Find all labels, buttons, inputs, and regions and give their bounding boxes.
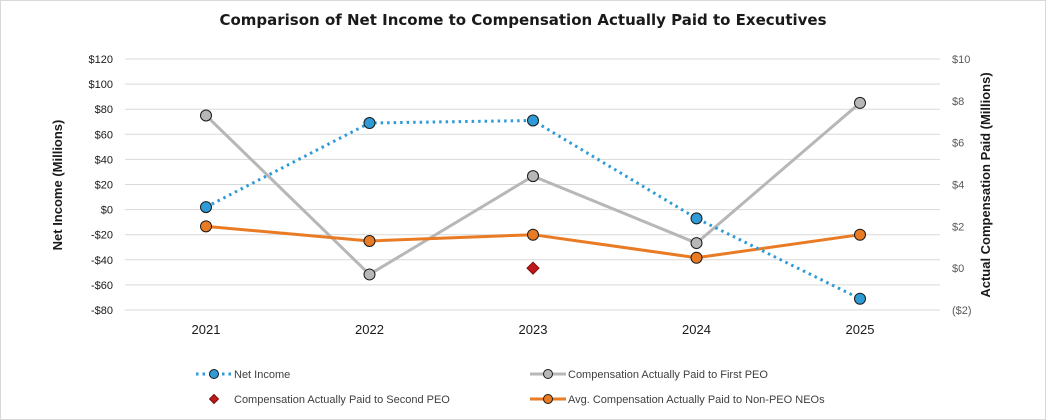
data-point <box>854 228 866 241</box>
x-tick-label: 2022 <box>355 322 384 337</box>
left-tick-label: $80 <box>95 104 113 116</box>
right-axis-ticks: $10 $8 $6 $4 $2 $0 ($2) <box>952 54 972 317</box>
series-layer <box>200 96 866 305</box>
right-tick-label: $10 <box>952 54 970 66</box>
data-point <box>527 170 539 183</box>
left-tick-label: $120 <box>89 54 113 66</box>
data-point <box>527 228 539 241</box>
left-tick-label: -$80 <box>91 305 113 317</box>
series-avg-compensation-actually-paid-to-non-peo-neos <box>200 220 866 264</box>
legend-label: Compensation Actually Paid to First PEO <box>568 369 768 381</box>
legend-marker <box>543 369 553 379</box>
data-point <box>363 234 376 247</box>
legend-item-compensation-actually-paid-to-first-peo: Compensation Actually Paid to First PEO <box>530 369 768 381</box>
data-point <box>690 212 703 225</box>
x-tick-label: 2025 <box>846 322 875 337</box>
right-tick-label: $0 <box>952 263 964 275</box>
chart-title: Comparison of Net Income to Compensation… <box>219 11 826 29</box>
data-point <box>690 237 703 250</box>
data-point <box>363 268 376 281</box>
left-axis-label: Net Income (Millions) <box>50 120 65 251</box>
right-axis-label: Actual Compensation Paid (Millions) <box>978 72 993 297</box>
left-tick-label: $100 <box>89 79 113 91</box>
legend-item-net-income: Net Income <box>196 369 290 381</box>
data-point <box>854 96 866 109</box>
series-compensation-actually-paid-to-first-peo <box>200 96 866 281</box>
legend-item-avg-compensation-actually-paid-to-non-peo-neos: Avg. Compensation Actually Paid to Non-P… <box>530 394 825 406</box>
data-point <box>200 201 212 214</box>
left-tick-label: -$60 <box>91 280 113 292</box>
right-tick-label: $6 <box>952 138 964 150</box>
data-point <box>200 109 212 122</box>
left-tick-label: -$40 <box>91 255 113 267</box>
left-tick-label: $60 <box>95 129 113 141</box>
x-tick-label: 2021 <box>192 322 221 337</box>
legend: Net Income Compensation Actually Paid to … <box>196 369 825 406</box>
x-tick-label: 2023 <box>519 322 548 337</box>
x-axis-ticks: 2021 2022 2023 2024 2025 <box>192 322 875 337</box>
data-point <box>690 251 703 264</box>
legend-label: Compensation Actually Paid to Second PEO <box>234 394 450 406</box>
legend-label: Net Income <box>234 369 290 381</box>
right-tick-label: ($2) <box>952 305 972 317</box>
legend-marker-diamond <box>208 393 220 405</box>
left-tick-label: $20 <box>95 180 113 192</box>
gridlines <box>125 58 940 311</box>
legend-marker <box>543 394 553 404</box>
left-tick-label: $40 <box>95 154 113 166</box>
series-net-income <box>200 114 866 305</box>
right-tick-label: $4 <box>952 180 964 192</box>
right-tick-label: $2 <box>952 221 964 233</box>
legend-item-compensation-actually-paid-to-second-peo: Compensation Actually Paid to Second PEO <box>208 393 450 406</box>
data-point <box>200 220 212 233</box>
left-tick-label: -$20 <box>91 230 113 242</box>
series-line <box>205 118 861 301</box>
left-axis-ticks: $120 $100 $80 $60 $40 $20 $0 -$20 -$40 -$60 -$80 <box>89 54 113 317</box>
legend-label: Avg. Compensation Actually Paid to Non-P… <box>568 394 825 406</box>
left-tick-label: $0 <box>101 205 113 217</box>
series-compensation-actually-paid-to-second-peo <box>526 261 540 275</box>
legend-marker <box>209 369 219 379</box>
data-point <box>854 292 866 305</box>
right-tick-label: $8 <box>952 96 964 108</box>
data-point <box>527 114 539 127</box>
x-tick-label: 2024 <box>682 322 711 337</box>
data-point-diamond <box>526 261 540 275</box>
data-point <box>363 117 376 130</box>
